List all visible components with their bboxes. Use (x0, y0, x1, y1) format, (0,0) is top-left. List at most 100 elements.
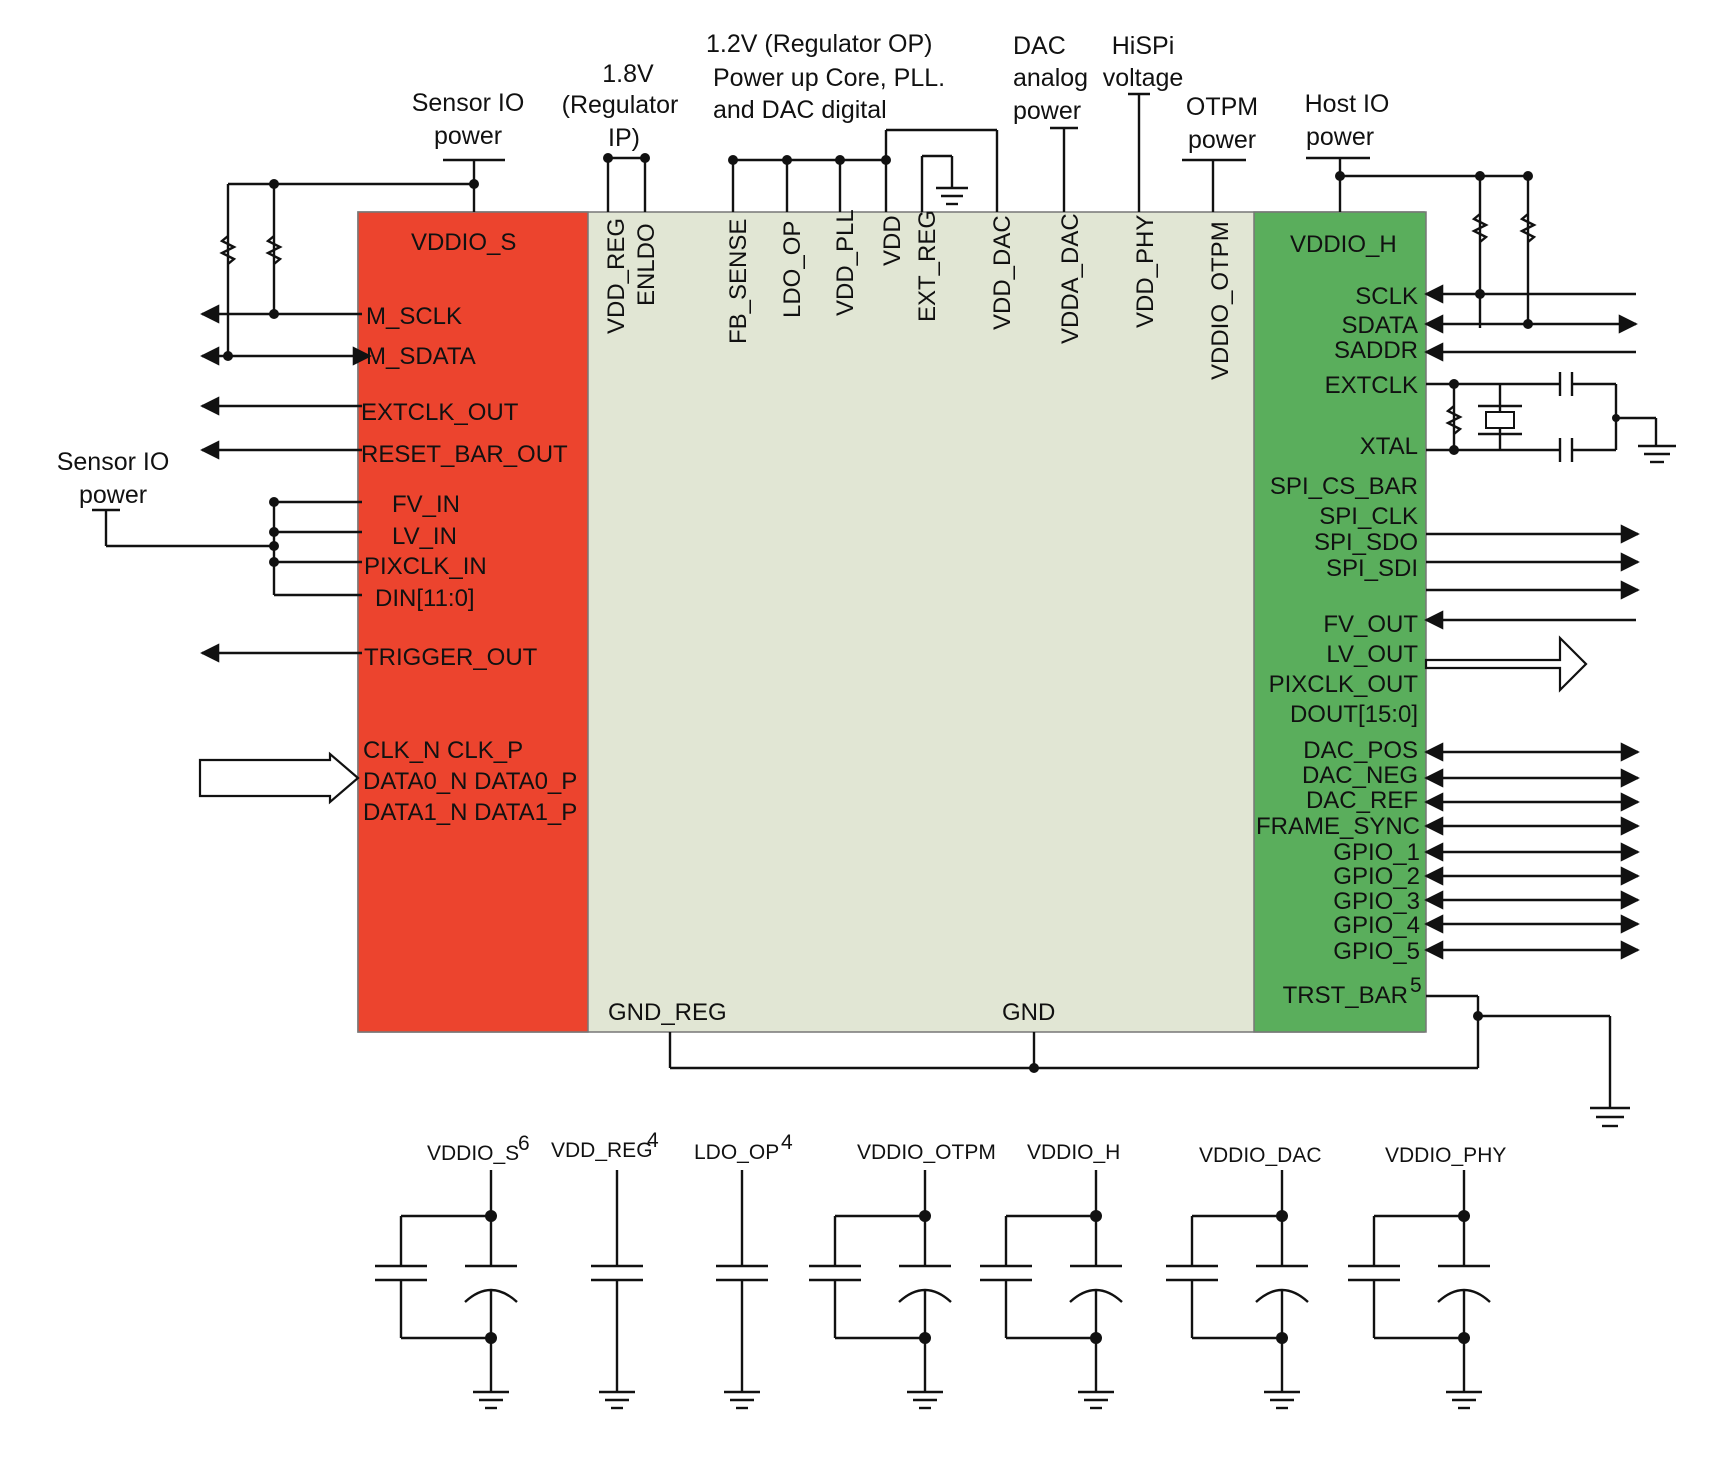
svg-text:SCLK: SCLK (1355, 283, 1418, 310)
svg-text:analog: analog (1013, 64, 1088, 92)
v18-regulator-label: 1.8V (Regulator IP) (562, 60, 679, 152)
svg-text:DATA0_N DATA0_P: DATA0_N DATA0_P (363, 768, 577, 795)
svg-text:XTAL: XTAL (1360, 433, 1418, 460)
junction-dot (1458, 1210, 1470, 1222)
svg-text:CLK_N CLK_P: CLK_N CLK_P (363, 737, 523, 764)
svg-text:VDD_REG: VDD_REG (551, 1139, 653, 1162)
svg-text:power: power (434, 122, 502, 150)
svg-text:GPIO_3: GPIO_3 (1333, 888, 1420, 915)
svg-text:GPIO_5: GPIO_5 (1333, 938, 1420, 965)
junction-dot (1090, 1332, 1102, 1344)
svg-text:SDATA: SDATA (1342, 312, 1418, 339)
svg-text:VDDA_DAC: VDDA_DAC (1057, 213, 1084, 344)
svg-text:DATA1_N DATA1_P: DATA1_N DATA1_P (363, 799, 577, 826)
svg-text:SPI_SDO: SPI_SDO (1314, 529, 1418, 556)
svg-text:Sensor IO: Sensor IO (412, 89, 525, 117)
right-junction-dots (1475, 289, 1533, 329)
svg-text:LDO_OP: LDO_OP (779, 221, 806, 318)
junction-dot (1458, 1332, 1470, 1344)
right-signal-wires (1424, 284, 1640, 960)
top-junction-dots (269, 153, 1533, 189)
host-io-power-label: Host IO power (1305, 90, 1390, 151)
svg-text:FB_SENSE: FB_SENSE (725, 219, 752, 344)
ground-network (668, 994, 1630, 1128)
svg-text:VDDIO_DAC: VDDIO_DAC (1199, 1144, 1322, 1167)
svg-text:power: power (79, 481, 147, 509)
svg-text:EXTCLK: EXTCLK (1325, 372, 1418, 399)
svg-text:EXTCLK_OUT: EXTCLK_OUT (361, 399, 519, 426)
svg-text:GPIO_2: GPIO_2 (1333, 863, 1420, 890)
svg-text:Sensor IO: Sensor IO (57, 448, 170, 476)
svg-text:HiSPi: HiSPi (1112, 32, 1175, 60)
v12-regulator-label: 1.2V (Regulator OP) Power up Core, PLL. … (706, 30, 945, 124)
svg-text:VDDIO_H: VDDIO_H (1290, 231, 1397, 258)
junction-dot (485, 1210, 497, 1222)
svg-text:VDDIO_OTPM: VDDIO_OTPM (1207, 221, 1234, 380)
svg-text:EXT_REG: EXT_REG (914, 210, 941, 322)
svg-text:TRIGGER_OUT: TRIGGER_OUT (364, 644, 538, 671)
junction-dot (919, 1210, 931, 1222)
svg-text:GND: GND (1002, 999, 1055, 1026)
svg-text:FV_IN: FV_IN (392, 491, 460, 518)
pullup-resistor-icon (219, 213, 1537, 265)
svg-text:GPIO_1: GPIO_1 (1333, 839, 1420, 866)
svg-text:PIXCLK_IN: PIXCLK_IN (364, 553, 487, 580)
otpm-power-label: OTPM power (1186, 93, 1258, 154)
svg-text:FV_OUT: FV_OUT (1323, 611, 1418, 638)
svg-text:DIN[11:0]: DIN[11:0] (375, 585, 475, 612)
svg-text:IP): IP) (608, 124, 640, 152)
junction-dot (1090, 1210, 1102, 1222)
svg-text:VDDIO_PHY: VDDIO_PHY (1385, 1144, 1506, 1167)
svg-text:LDO_OP: LDO_OP (694, 1141, 779, 1164)
svg-text:VDD: VDD (879, 215, 906, 266)
svg-text:DAC_NEG: DAC_NEG (1302, 762, 1418, 789)
decoupling-capacitors (375, 1170, 1491, 1410)
svg-text:GPIO_4: GPIO_4 (1333, 912, 1420, 939)
left-junction-dots (223, 309, 279, 567)
svg-text:LV_OUT: LV_OUT (1326, 641, 1418, 668)
svg-text:SPI_CS_BAR: SPI_CS_BAR (1270, 473, 1418, 500)
svg-text:VDDIO_S: VDDIO_S (411, 229, 516, 256)
svg-text:GND_REG: GND_REG (608, 999, 727, 1026)
top-pin-labels: VDD_REG ENLDO FB_SENSE LDO_OP VDD_PLL VD… (603, 209, 1234, 380)
junction-dot (1276, 1210, 1288, 1222)
svg-text:M_SDATA: M_SDATA (366, 343, 476, 370)
svg-text:1.2V (Regulator OP): 1.2V (Regulator OP) (706, 30, 933, 58)
crystal-oscillator-network (1426, 372, 1676, 464)
svg-text:DOUT[15:0]: DOUT[15:0] (1290, 701, 1418, 728)
hispi-voltage-label: HiSPi voltage (1103, 32, 1184, 92)
svg-text:SPI_SDI: SPI_SDI (1326, 555, 1418, 582)
junction-dot (919, 1332, 931, 1344)
svg-text:DAC_REF: DAC_REF (1306, 787, 1418, 814)
sensor-io-power-left-label: Sensor IO power (57, 448, 170, 509)
left-pin-labels: VDDIO_S M_SCLK M_SDATA EXTCLK_OUT RESET_… (361, 229, 577, 826)
svg-text:VDDIO_OTPM: VDDIO_OTPM (857, 1141, 996, 1164)
svg-text:RESET_BAR_OUT: RESET_BAR_OUT (361, 441, 568, 468)
dac-analog-power-label: DAC analog power (1013, 32, 1088, 125)
svg-text:4: 4 (781, 1131, 793, 1154)
svg-text:power: power (1188, 126, 1256, 154)
svg-text:power: power (1013, 97, 1081, 125)
svg-text:1.8V: 1.8V (602, 60, 654, 88)
junction-dot (1276, 1332, 1288, 1344)
right-pin-labels: VDDIO_H SCLK SDATA SADDR EXTCLK XTAL SPI… (1256, 231, 1422, 1009)
svg-text:voltage: voltage (1103, 64, 1184, 92)
svg-text:SPI_CLK: SPI_CLK (1319, 503, 1418, 530)
svg-text:LV_IN: LV_IN (392, 523, 457, 550)
svg-text:SADDR: SADDR (1334, 337, 1418, 364)
svg-text:6: 6 (518, 1132, 530, 1155)
svg-text:FRAME_SYNC: FRAME_SYNC (1256, 813, 1420, 840)
svg-text:VDD_DAC: VDD_DAC (989, 215, 1016, 330)
svg-text:(Regulator: (Regulator (562, 91, 679, 119)
svg-text:Host IO: Host IO (1305, 90, 1390, 118)
sensor-io-power-label: Sensor IO power (412, 89, 525, 150)
junction-dot (485, 1332, 497, 1344)
svg-text:VDD_PHY: VDD_PHY (1132, 215, 1159, 328)
svg-text:ENLDO: ENLDO (633, 223, 660, 306)
svg-text:VDD_REG: VDD_REG (603, 218, 630, 334)
svg-text:DAC: DAC (1013, 32, 1066, 60)
svg-text:DAC_POS: DAC_POS (1303, 737, 1418, 764)
svg-text:power: power (1306, 123, 1374, 151)
parallel-output-bus-arrow (1424, 635, 1588, 693)
